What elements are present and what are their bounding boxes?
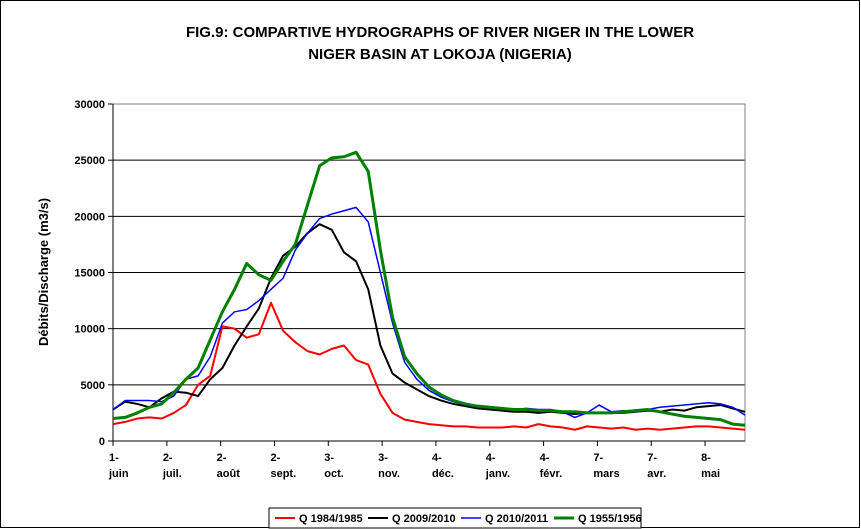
x-tick-label: 4-févr. xyxy=(540,452,563,480)
x-tick-label: 3-nov. xyxy=(378,452,400,480)
legend-label: Q 1984/1985 xyxy=(299,513,363,525)
y-tick-label: 20000 xyxy=(74,211,105,223)
y-tick-label: 25000 xyxy=(74,155,105,167)
x-tick-label: 7-mars xyxy=(593,452,619,480)
data-line xyxy=(112,301,746,431)
y-tick-label: 10000 xyxy=(74,324,105,336)
x-tick-label: 7-avr. xyxy=(647,452,666,480)
legend-label: Q 1955/1956 xyxy=(578,513,642,525)
y-tick-label: 0 xyxy=(99,436,105,448)
y-tick-label: 5000 xyxy=(81,380,105,392)
chart-title: NIGER BASIN AT LOKOJA (NIGERIA) xyxy=(308,46,572,63)
legend-label: Q 2010/2011 xyxy=(485,513,548,525)
x-tick-label: 1-juin xyxy=(108,452,129,480)
y-tick-label: 30000 xyxy=(74,99,105,111)
x-tick-label: 3-oct. xyxy=(324,452,344,480)
legend-box xyxy=(268,507,642,529)
x-tick-label: 8-mai xyxy=(701,452,720,480)
x-tick-label: 4-janv. xyxy=(485,452,510,480)
x-tick-label: 2-août xyxy=(217,452,241,480)
y-axis-label: Débits/Discharge (m3/s) xyxy=(36,198,51,346)
x-tick-label: 2-sept. xyxy=(270,452,296,480)
x-tick-label: 4-déc. xyxy=(432,452,454,480)
chart-title: FIG.9: COMPARTIVE HYDROGRAPHS OF RIVER N… xyxy=(186,24,694,41)
data-line xyxy=(112,150,746,427)
legend-label: Q 2009/2010 xyxy=(392,513,456,525)
x-tick-label: 2-juil. xyxy=(162,452,182,480)
y-tick-label: 15000 xyxy=(74,268,105,280)
